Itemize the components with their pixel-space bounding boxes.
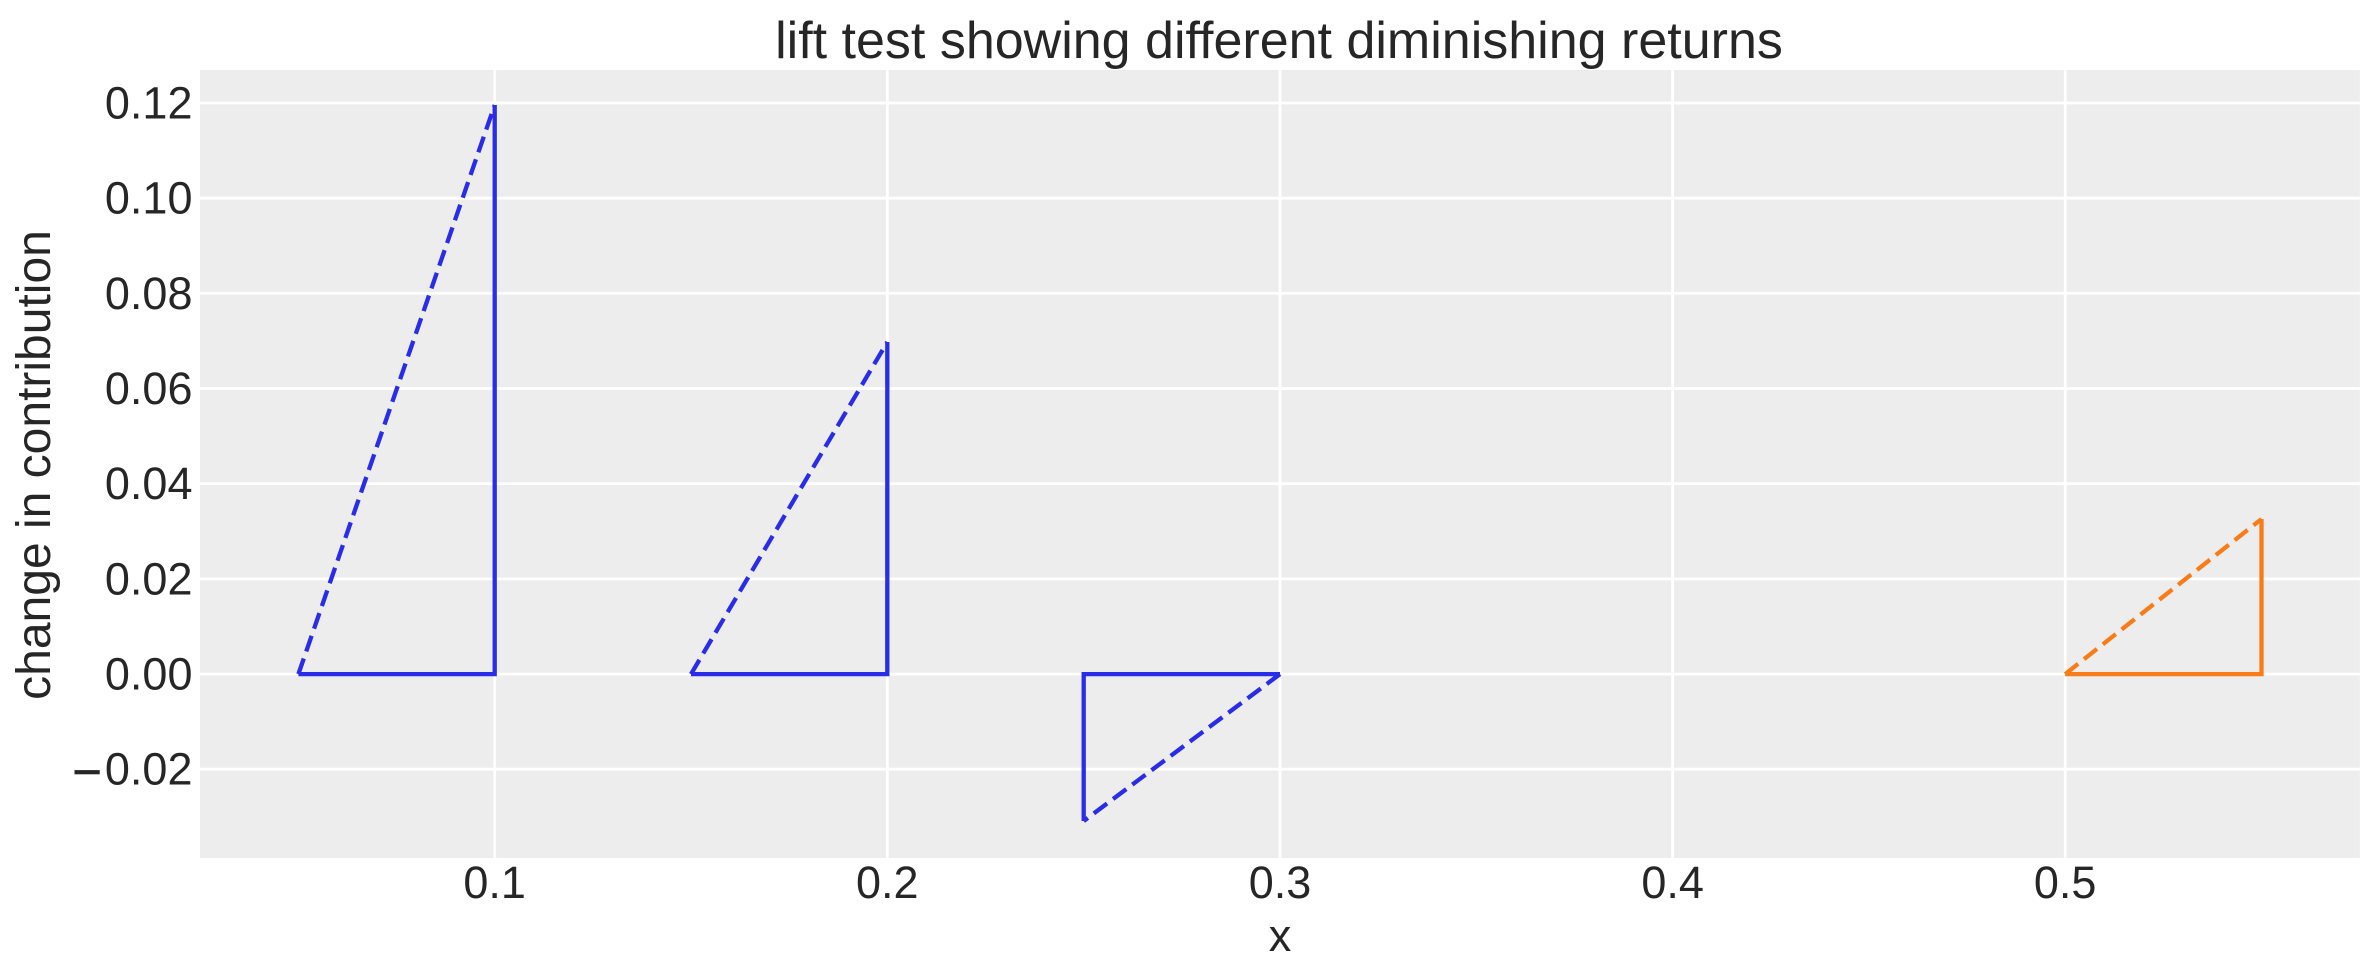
svg-text:0.10: 0.10	[105, 173, 193, 224]
svg-text:0.12: 0.12	[105, 78, 193, 129]
svg-text:x: x	[1269, 910, 1292, 961]
svg-text:0.4: 0.4	[1641, 857, 1704, 908]
svg-text:change in contribution: change in contribution	[8, 230, 61, 700]
svg-text:lift test showing different di: lift test showing different diminishing …	[775, 12, 1783, 70]
svg-text:0.3: 0.3	[1249, 857, 1312, 908]
svg-text:0.00: 0.00	[105, 649, 193, 700]
svg-text:0.1: 0.1	[463, 857, 526, 908]
svg-text:0.5: 0.5	[2034, 857, 2097, 908]
svg-text:0.08: 0.08	[105, 268, 193, 319]
svg-text:0.02: 0.02	[105, 744, 193, 795]
svg-text:0.2: 0.2	[856, 857, 919, 908]
svg-text:0.02: 0.02	[105, 553, 193, 604]
svg-text:0.04: 0.04	[105, 458, 193, 509]
svg-text:0.06: 0.06	[105, 363, 193, 414]
